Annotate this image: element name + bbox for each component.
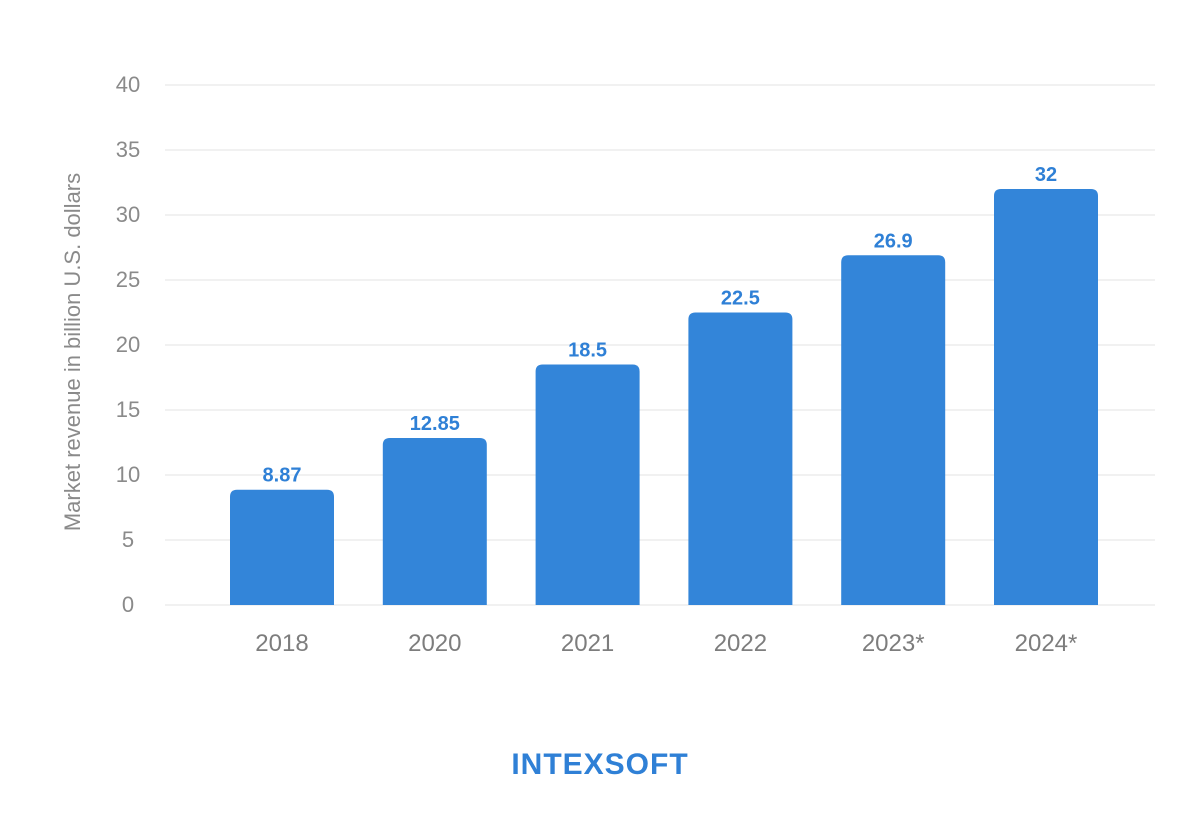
y-axis-label: Market revenue in billion U.S. dollars xyxy=(60,173,85,531)
x-tick-label: 2023* xyxy=(862,630,925,657)
y-tick-label: 10 xyxy=(116,462,140,487)
x-tick-label: 2021 xyxy=(561,630,614,657)
data-label: 8.87 xyxy=(263,465,302,487)
bar-2018 xyxy=(230,489,334,605)
y-tick-label: 20 xyxy=(116,332,140,357)
x-tick-label: 2022 xyxy=(714,630,767,657)
data-label: 32 xyxy=(1035,164,1057,186)
data-label: 18.5 xyxy=(568,340,607,362)
y-tick-label: 0 xyxy=(122,592,134,617)
bar-2020 xyxy=(382,437,487,605)
y-tick-label: 35 xyxy=(116,137,140,162)
bars: 8.87 12.85 18.5 22.5 26.9 32 xyxy=(230,164,1098,606)
data-label: 12.85 xyxy=(410,413,460,435)
bar-2023-est xyxy=(841,255,946,606)
y-tick-label: 25 xyxy=(116,267,140,292)
bar-2022 xyxy=(688,312,793,605)
y-tick-label: 5 xyxy=(122,527,134,552)
data-label: 22.5 xyxy=(721,288,760,310)
x-tick-label: 2018 xyxy=(255,630,308,657)
bar-2024-est xyxy=(994,189,1098,605)
y-tick-label: 15 xyxy=(116,397,140,422)
data-label: 26.9 xyxy=(874,230,913,252)
intexsoft-logo: INTEXSOFT xyxy=(511,748,689,781)
x-axis-ticks: 2018 2020 2021 2022 2023* 2024* xyxy=(255,630,1077,657)
y-tick-label: 30 xyxy=(116,202,140,227)
bar-2021 xyxy=(535,364,640,605)
y-axis-ticks: 0 5 10 15 20 25 30 35 40 xyxy=(116,72,140,617)
x-tick-label: 2024* xyxy=(1015,630,1078,657)
x-tick-label: 2020 xyxy=(408,630,461,657)
y-tick-label: 40 xyxy=(116,72,140,97)
